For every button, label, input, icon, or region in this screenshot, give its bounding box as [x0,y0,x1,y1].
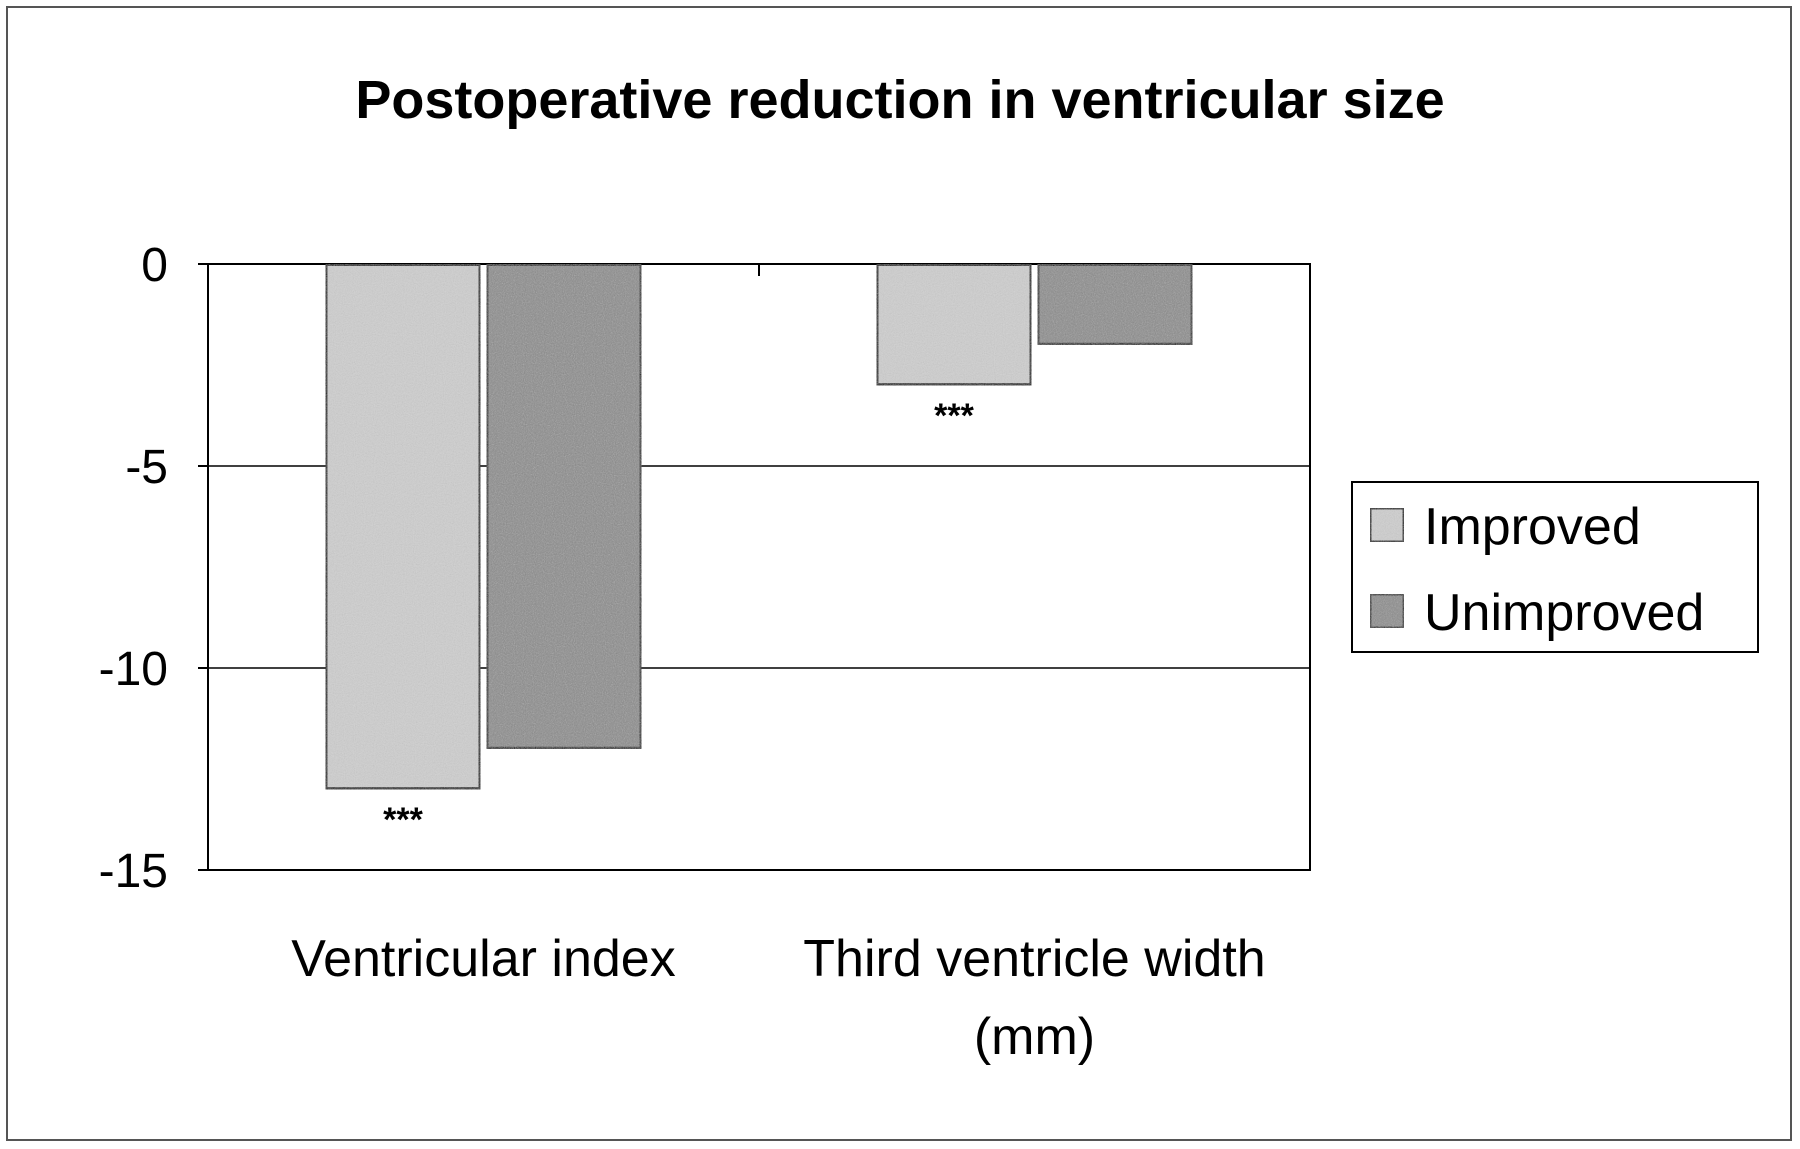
x-category-label: Third ventricle width [803,930,1265,988]
bar-improved-1 [874,262,1034,388]
annotations: *** *** [383,397,974,839]
x-category-label: Ventricular index [291,930,675,988]
y-tick-label: 0 [141,239,168,292]
x-axis-categories: Ventricular index Third ventricle width (m… [291,930,1265,1066]
legend: Improved Unimproved [1351,481,1759,653]
legend-swatch [1368,592,1406,630]
bar-improved-0 [323,262,483,792]
y-axis-ticks: 0 -5 -10 -15 [99,239,168,898]
bar-unimproved-0 [484,262,644,751]
bars [323,262,1195,792]
legend-label: Unimproved [1424,584,1704,642]
chart-title: Postoperative reduction in ventricular s… [355,70,1444,130]
y-tick-label: -5 [125,441,168,494]
legend-label: Improved [1424,498,1641,556]
significance-label: *** [934,397,974,435]
y-tick-label: -10 [99,643,168,696]
y-tick-label: -15 [99,845,168,898]
significance-label: *** [383,801,423,839]
bar-unimproved-1 [1035,262,1195,347]
legend-box [1351,481,1759,653]
legend-swatch [1368,506,1406,544]
x-category-label: (mm) [974,1008,1095,1066]
